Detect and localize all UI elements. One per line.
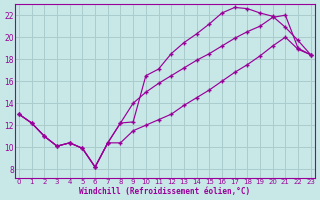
X-axis label: Windchill (Refroidissement éolien,°C): Windchill (Refroidissement éolien,°C)	[79, 187, 251, 196]
